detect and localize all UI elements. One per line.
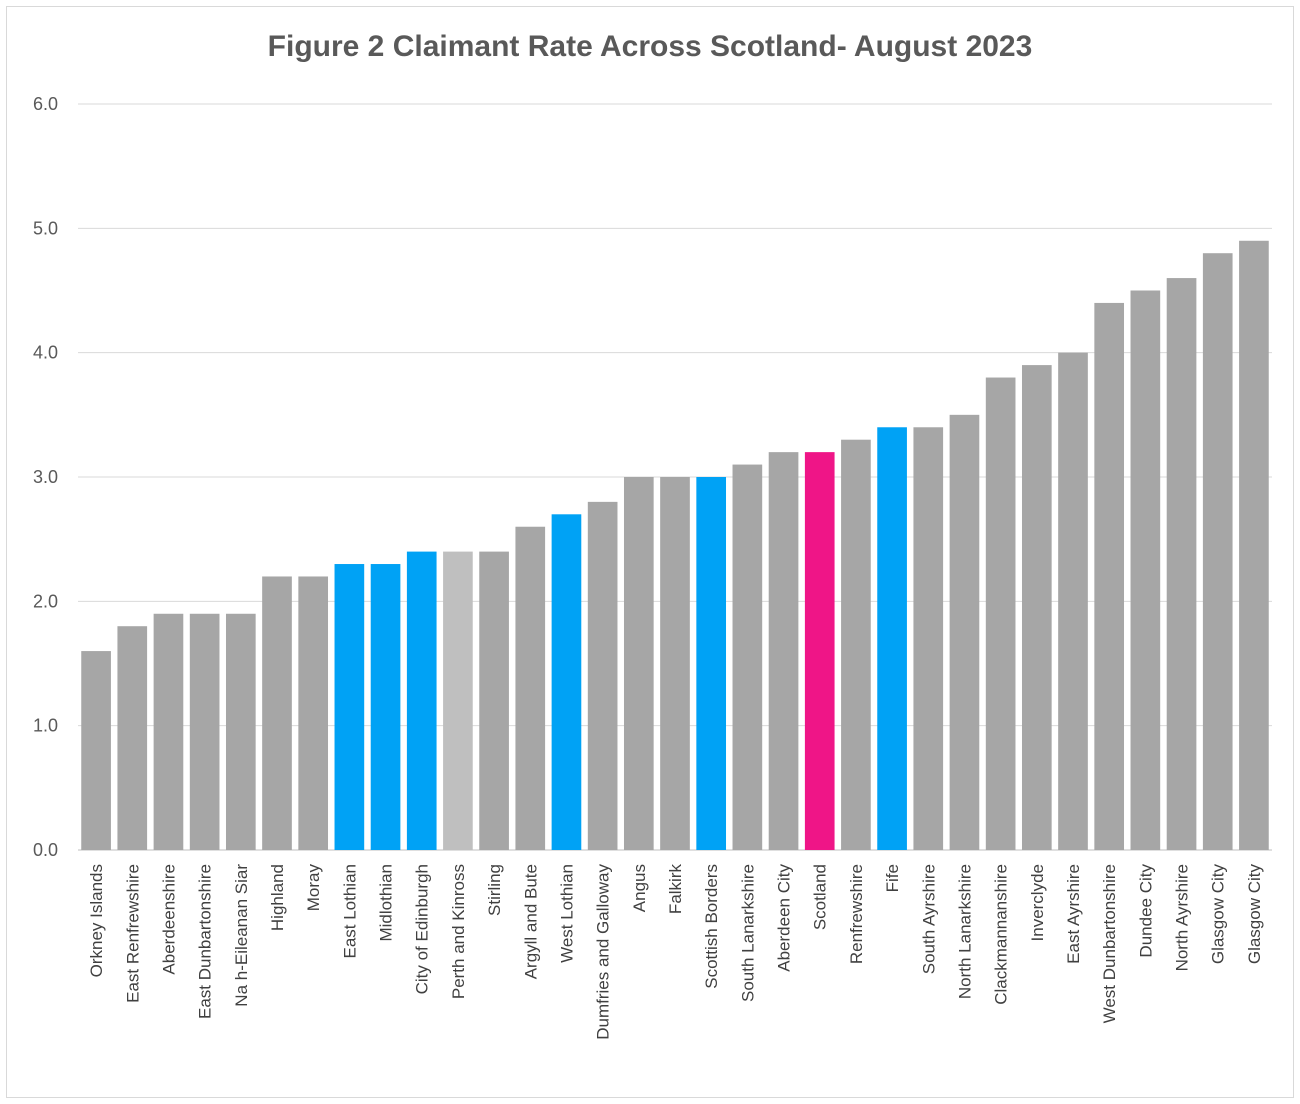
- x-tick-label: East Ayrshire: [1064, 864, 1083, 964]
- bar: [515, 526, 546, 850]
- x-tick-label: Inverclyde: [1028, 864, 1047, 941]
- x-tick-label: Renfrewshire: [847, 864, 866, 964]
- bar: [877, 427, 907, 850]
- bar: [479, 551, 509, 850]
- x-tick-label: Glasgow City: [1245, 864, 1264, 965]
- x-tick-label: Argyll and Bute: [521, 864, 540, 979]
- bar: [660, 477, 690, 850]
- bar: [1094, 302, 1125, 850]
- x-tick-label: Scottish Borders: [702, 864, 721, 989]
- x-tick-label: Midlothian: [377, 864, 396, 942]
- x-tick-label: North Lanarkshire: [955, 864, 974, 999]
- x-tick-label: City of Edinburgh: [413, 864, 432, 994]
- x-tick-label: Stirling: [485, 864, 504, 916]
- bar: [443, 551, 473, 850]
- x-tick-label: Na h-Eileanan Siar: [232, 864, 251, 1007]
- x-tick-label: East Dunbartonshire: [196, 864, 215, 1019]
- bars: [81, 240, 1269, 851]
- bar: [1166, 278, 1197, 851]
- x-tick-label: West Dunbartonshire: [1100, 864, 1119, 1023]
- bar: [262, 576, 292, 850]
- bar: [1130, 290, 1161, 850]
- bar: [298, 576, 329, 850]
- y-tick-label: 4.0: [33, 343, 58, 363]
- x-tick-label: Clackmannanshire: [992, 864, 1011, 1005]
- x-tick-label: North Ayrshire: [1173, 864, 1192, 971]
- x-tick-label: Angus: [630, 864, 649, 912]
- bar: [985, 377, 1016, 850]
- bar: [1058, 352, 1088, 850]
- bar: [623, 477, 654, 850]
- bar: [587, 501, 618, 850]
- y-tick-label: 6.0: [33, 94, 58, 114]
- bar: [370, 564, 401, 850]
- bar: [913, 427, 944, 850]
- bar: [949, 414, 980, 850]
- bar: [225, 613, 256, 850]
- bar: [334, 564, 365, 850]
- x-tick-label: Aberdeenshire: [159, 864, 178, 975]
- x-tick-label: Scotland: [811, 864, 830, 930]
- x-tick-label: East Renfrewshire: [123, 864, 142, 1003]
- bar: [732, 464, 763, 850]
- bar: [81, 651, 111, 850]
- bar: [841, 439, 871, 850]
- bar: [406, 551, 437, 850]
- bar: [551, 514, 582, 850]
- bar: [153, 613, 184, 850]
- x-tick-label: Moray: [304, 864, 323, 912]
- bar: [117, 626, 148, 850]
- x-axis-labels: Orkney Islands East Renfrewshire Aberdeens…: [87, 864, 1264, 1040]
- bar: [1239, 240, 1269, 850]
- chart-title: Figure 2 Claimant Rate Across Scotland- …: [267, 30, 1033, 63]
- x-tick-label: South Ayrshire: [919, 864, 938, 974]
- x-tick-label: Perth and Kinross: [449, 864, 468, 999]
- y-tick-label: 1.0: [33, 716, 58, 736]
- bar: [189, 613, 220, 850]
- x-tick-label: Falkirk: [666, 864, 685, 915]
- x-tick-label: Fife: [883, 864, 902, 892]
- x-tick-label: South Lanarkshire: [738, 864, 757, 1002]
- bar: [1202, 253, 1233, 850]
- y-axis-ticks: 0.0 1.0 2.0 3.0 4.0 5.0 6.0: [33, 94, 58, 860]
- x-tick-label: Dumfries and Galloway: [594, 864, 613, 1040]
- y-tick-label: 3.0: [33, 467, 58, 487]
- bar: [1021, 365, 1052, 850]
- x-tick-label: Orkney Islands: [87, 864, 106, 977]
- y-tick-label: 2.0: [33, 591, 58, 611]
- x-tick-label: Glasgow City: [1209, 864, 1228, 965]
- bar: [696, 477, 727, 850]
- x-tick-label: West Lothian: [557, 864, 576, 963]
- x-tick-label: East Lothian: [340, 864, 359, 959]
- x-tick-label: Aberdeen City: [775, 864, 794, 972]
- bar: [804, 452, 835, 850]
- bar: [768, 452, 799, 850]
- y-tick-label: 5.0: [33, 218, 58, 238]
- y-tick-label: 0.0: [33, 840, 58, 860]
- x-tick-label: Dundee City: [1136, 864, 1155, 958]
- x-tick-label: Highland: [268, 864, 287, 931]
